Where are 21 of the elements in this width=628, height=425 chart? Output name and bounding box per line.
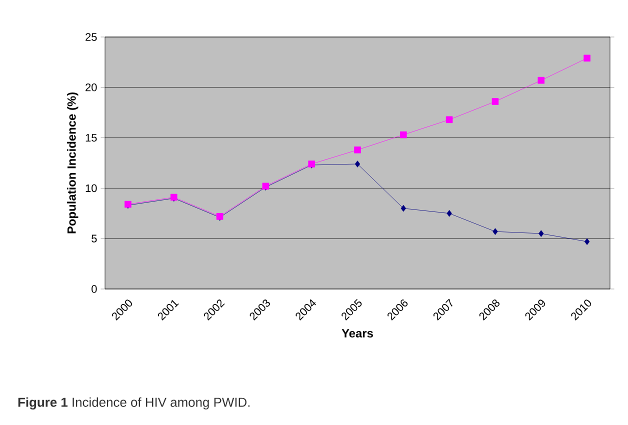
y-tick-label: 15: [86, 134, 97, 142]
point: [538, 76, 545, 84]
point: [584, 54, 590, 62]
point: [538, 230, 544, 237]
point: [492, 98, 499, 105]
point: [400, 131, 407, 138]
point: [354, 146, 361, 154]
point: [492, 228, 498, 235]
y-tick-label: 0: [92, 285, 97, 293]
y-axis-title: Population Incidence (%): [67, 92, 78, 234]
point: [354, 160, 360, 168]
point: [584, 238, 590, 246]
point: [446, 210, 452, 217]
point: [446, 116, 453, 124]
y-tick-label: 20: [86, 84, 97, 92]
point: [400, 204, 406, 212]
y-tick-label: 10: [86, 184, 97, 192]
y-tick-label: 5: [92, 234, 97, 242]
text: Figure 1 Incidence of HIV among PWID.: [18, 397, 250, 410]
x-axis-title: Years: [342, 329, 373, 338]
y-tick-label: 25: [86, 33, 97, 41]
